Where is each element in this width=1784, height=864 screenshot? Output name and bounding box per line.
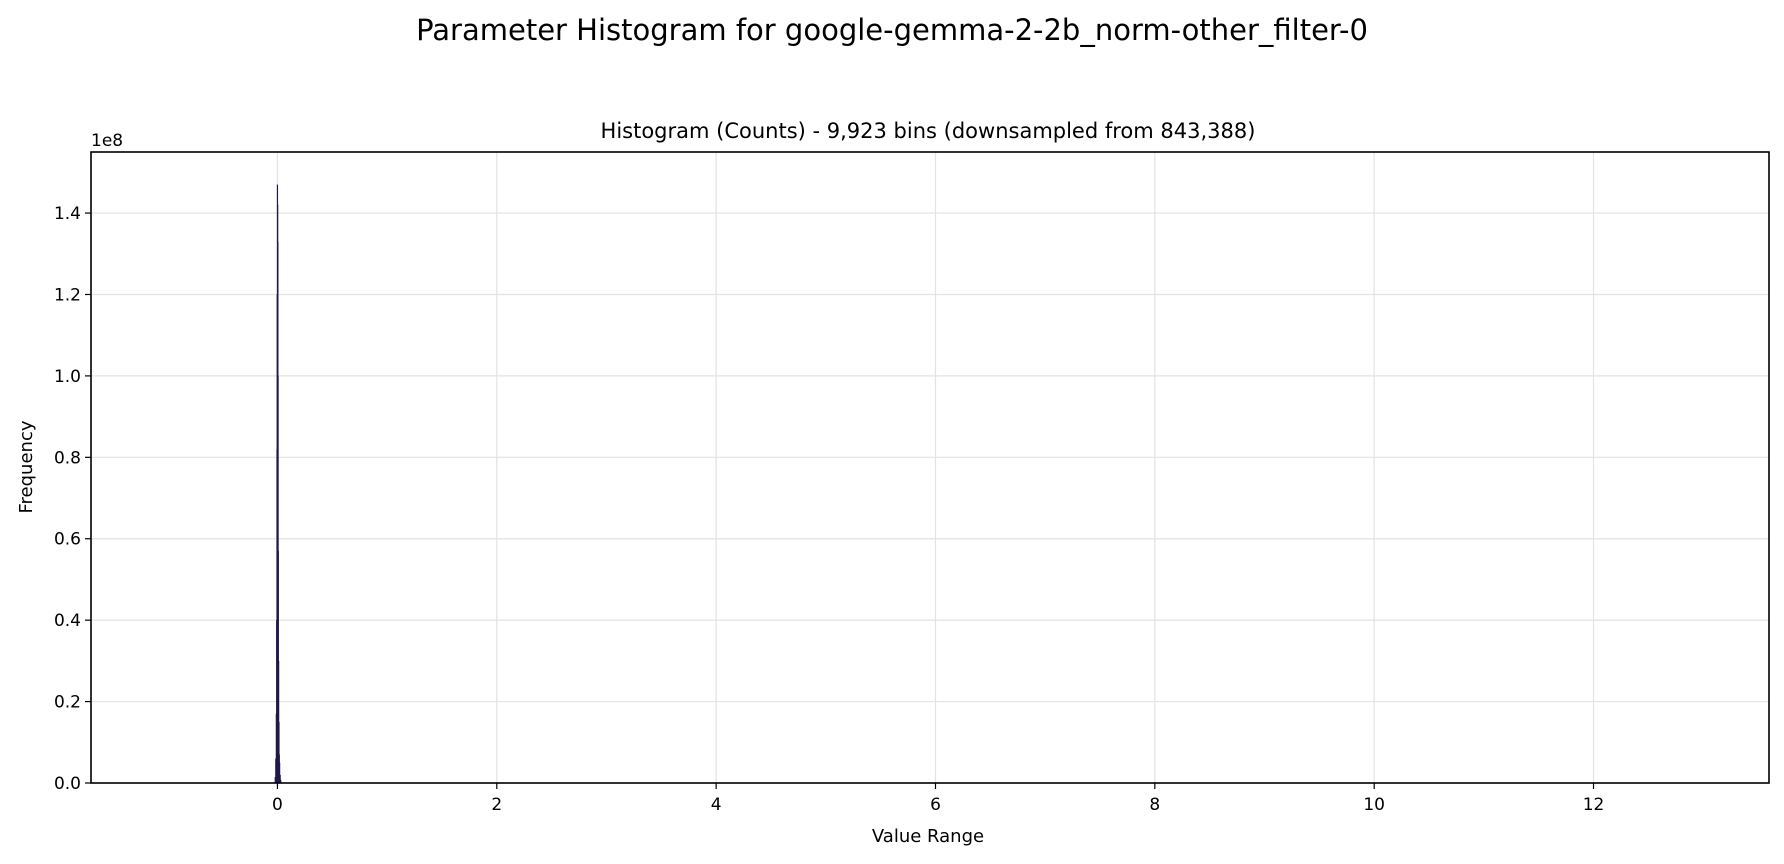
grid-lines bbox=[91, 152, 1769, 784]
y-tick-label: 0.8 bbox=[54, 448, 81, 468]
histogram-bar bbox=[280, 779, 282, 783]
y-axis-label: Frequency bbox=[16, 420, 37, 513]
y-tick-label: 0.6 bbox=[54, 530, 81, 550]
histogram-bar bbox=[279, 762, 281, 783]
x-tick-label: 0 bbox=[272, 795, 283, 815]
y-offset-label: 1e8 bbox=[91, 131, 123, 151]
x-tick-label: 6 bbox=[930, 795, 941, 815]
figure-suptitle: Parameter Histogram for google-gemma-2-2… bbox=[416, 13, 1368, 47]
histogram-bars bbox=[274, 184, 282, 784]
x-tick-label: 10 bbox=[1363, 795, 1385, 815]
chart-title: Histogram (Counts) - 9,923 bins (downsam… bbox=[601, 119, 1256, 143]
histogram-bar bbox=[278, 721, 280, 783]
y-tick-label: 0.2 bbox=[54, 693, 81, 713]
x-ticks: 0 2 4 6 8 10 12 bbox=[272, 783, 1604, 815]
x-tick-label: 12 bbox=[1583, 795, 1605, 815]
plot-frame bbox=[90, 151, 1770, 784]
x-tick-label: 4 bbox=[711, 795, 722, 815]
y-ticks: 0.0 0.2 0.4 0.6 0.8 1.0 1.2 1.4 bbox=[54, 204, 91, 794]
y-tick-label: 1.4 bbox=[54, 204, 81, 224]
y-tick-label: 0.4 bbox=[54, 611, 81, 631]
x-tick-label: 8 bbox=[1149, 795, 1160, 815]
x-tick-label: 2 bbox=[491, 795, 502, 815]
y-tick-label: 0.0 bbox=[54, 774, 81, 794]
y-tick-label: 1.0 bbox=[54, 367, 81, 387]
x-axis-label: Value Range bbox=[872, 826, 984, 847]
y-tick-label: 1.2 bbox=[54, 285, 81, 305]
histogram-bar bbox=[279, 774, 281, 783]
